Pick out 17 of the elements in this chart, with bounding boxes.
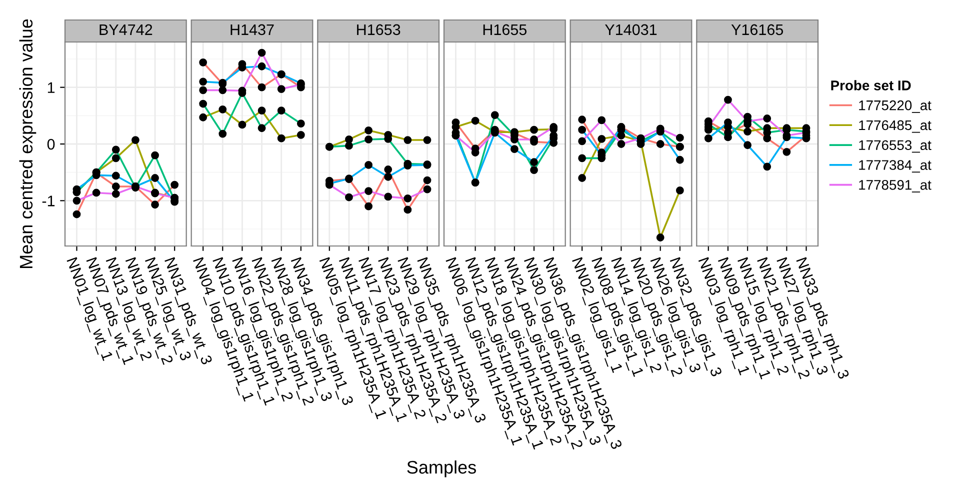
legend-label: 1776485_at [859, 120, 932, 133]
chart-title: H1653 [357, 24, 400, 36]
legend-label: 1775220_at [859, 100, 932, 113]
legend-label: 1778591_at [859, 180, 932, 192]
chart-title: Y14031 [605, 24, 657, 36]
legend-title: Probe set ID [831, 80, 911, 90]
y-axis-title: Mean centred expression value [19, 19, 36, 268]
chart-title: Y16165 [731, 24, 784, 36]
x-axis-title: Samples [407, 460, 476, 478]
legend-label: 1776553_at [859, 140, 932, 153]
legend-label: 1777384_at [859, 160, 932, 173]
chart-title: H1655 [483, 24, 527, 36]
chart-title: BY4742 [100, 24, 152, 35]
y-tick-label: 1 [48, 82, 55, 93]
y-tick-label: -1 [42, 196, 55, 206]
chart-title: H1437 [230, 24, 274, 36]
y-tick-label: 0 [47, 138, 55, 150]
